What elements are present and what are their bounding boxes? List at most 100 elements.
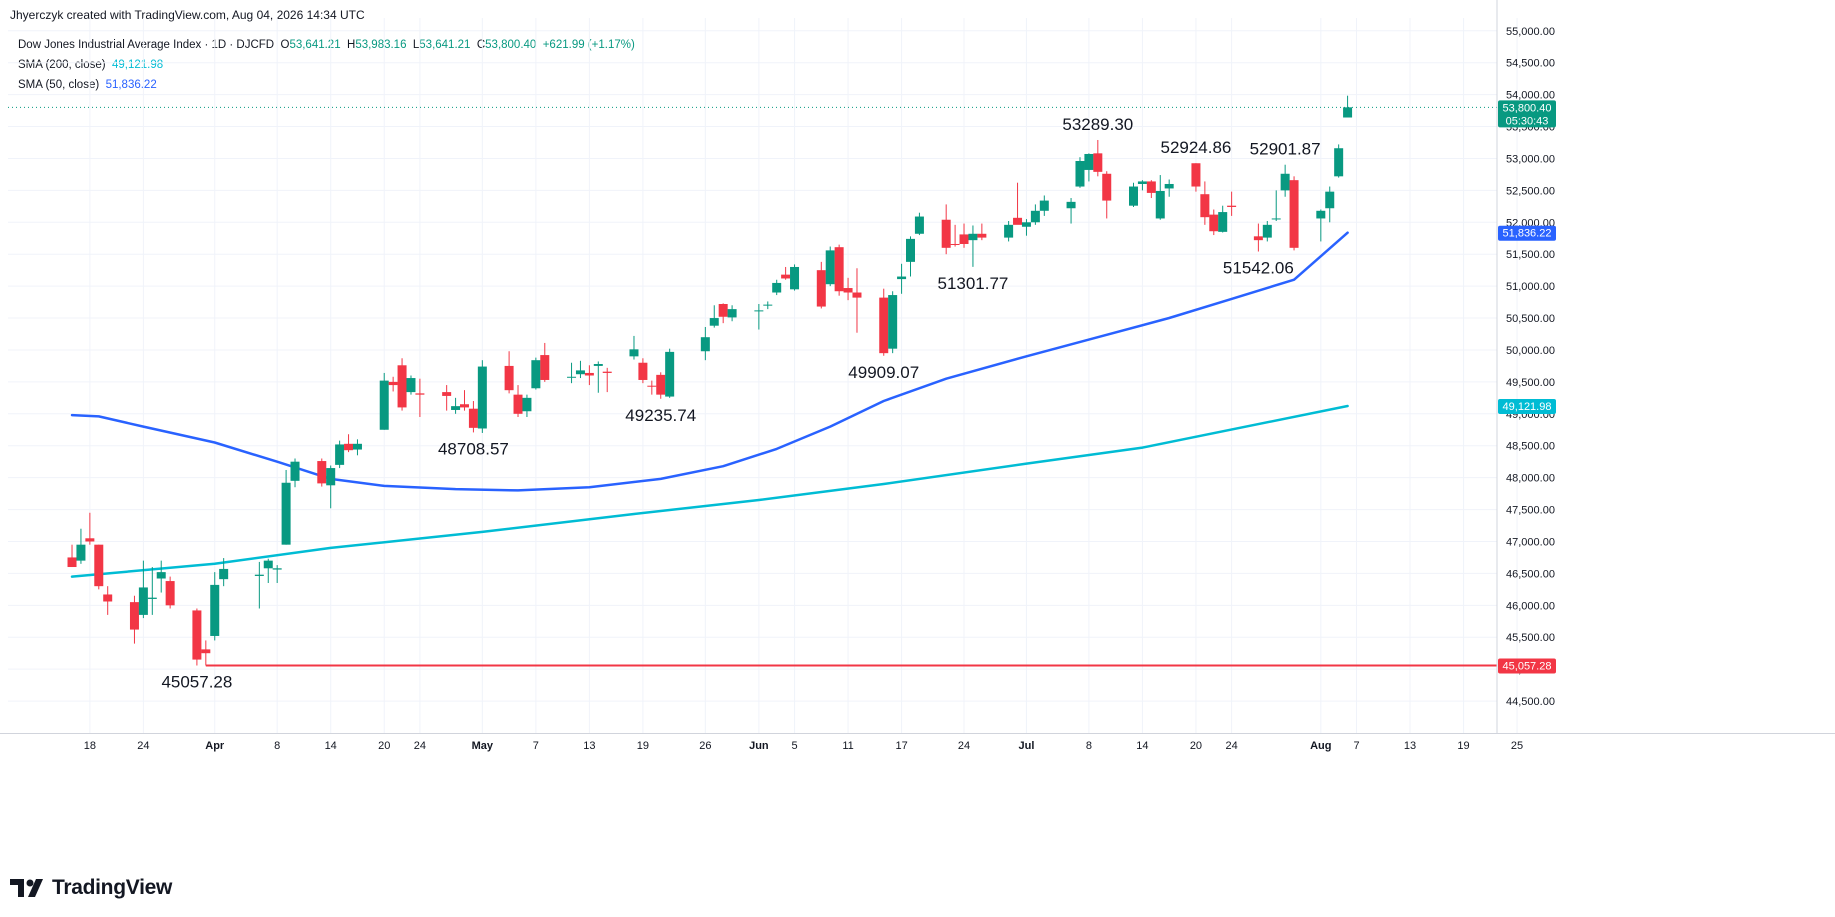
candle-up (629, 349, 639, 357)
candle-down (656, 374, 666, 395)
sma200-price-tag-text: 49,121.98 (1503, 401, 1552, 413)
x-tick-label: 5 (791, 740, 797, 752)
legend-close-label: C (476, 39, 486, 51)
y-tick-label: 51,500.00 (1506, 249, 1555, 261)
candle-up (1155, 191, 1165, 219)
sma200-price-tag: 49,121.98 (1498, 399, 1556, 415)
legend-sma200-value: 49,121.98 (111, 59, 164, 71)
candle-up (1280, 173, 1290, 191)
tradingview-logo-text: TradingView (52, 876, 173, 899)
legend-low-label: L (412, 39, 420, 51)
candle-up (772, 282, 782, 293)
x-tick-label: 7 (533, 740, 539, 752)
y-tick-label: 52,500.00 (1506, 185, 1555, 197)
candle-up (593, 364, 603, 366)
candle-down (415, 393, 425, 395)
candle-up (210, 584, 220, 636)
candle-up (272, 568, 282, 570)
candle-up (709, 318, 719, 326)
price-annotation: 51542.06 (1223, 259, 1294, 278)
candle-down (1200, 194, 1210, 218)
x-tick-label: 25 (1511, 740, 1523, 752)
candle-down (85, 538, 95, 542)
y-tick-label: 47,500.00 (1506, 505, 1555, 517)
candle-down (1289, 180, 1299, 248)
candle-up (1084, 153, 1094, 170)
x-tick-label: 13 (1404, 740, 1416, 752)
x-tick-label: 24 (958, 740, 970, 752)
x-tick-label: 13 (583, 740, 595, 752)
legend-open-value: 53,641.21 (289, 39, 341, 51)
candle-up (147, 597, 157, 599)
y-tick-label: 46,500.00 (1506, 568, 1555, 580)
y-tick-label: 45,500.00 (1506, 632, 1555, 644)
chart-legend: Dow Jones Industrial Average Index · 1D … (18, 35, 635, 95)
y-tick-label: 49,500.00 (1506, 377, 1555, 389)
candlestick-chart[interactable]: 45057.28 48708.57 49235.74 49909.07 51301.77… (0, 0, 1835, 870)
sma200-line (70, 404, 1349, 578)
y-tick-label: 47,000.00 (1506, 536, 1555, 548)
sma50-price-tag-text: 51,836.22 (1503, 228, 1552, 240)
x-tick-label: 14 (325, 740, 337, 752)
legend-sma200-label: SMA (200, close) (18, 59, 106, 71)
candle-down (397, 365, 407, 408)
candle-up (1075, 161, 1085, 187)
candle-up (754, 310, 764, 312)
axes: 44,500.0045,000.0045,500.0046,000.0046,5… (0, 0, 1835, 752)
candle-down (1209, 214, 1219, 232)
price-annotation: 48708.57 (438, 439, 509, 458)
legend-high-value: 53,983.16 (355, 39, 407, 51)
legend-sma50-value: 51,836.22 (105, 79, 157, 91)
y-tick-label: 50,500.00 (1506, 313, 1555, 325)
candle-down (977, 233, 987, 238)
x-tick-label: 26 (699, 740, 711, 752)
price-annotation: 49909.07 (848, 363, 919, 382)
legend-low-value: 53,641.21 (419, 39, 471, 51)
candle-up (477, 366, 487, 429)
x-tick-label: 17 (895, 740, 907, 752)
y-tick-label: 54,500.00 (1506, 58, 1555, 70)
candle-up (567, 376, 577, 378)
last-price-tag: 53,800.40 05:30:43 (1498, 100, 1556, 128)
candle-down (129, 602, 139, 630)
candle-up (1334, 148, 1344, 177)
x-tick-label: 19 (637, 740, 649, 752)
candle-down (852, 292, 862, 298)
candle-up (290, 461, 300, 481)
candle-down (1146, 181, 1156, 193)
legend-ohlc-row: Dow Jones Industrial Average Index · 1D … (18, 35, 635, 55)
candle-down (834, 247, 844, 292)
candle-down (843, 288, 853, 293)
x-tick-label: 8 (1086, 740, 1092, 752)
candle-up (1164, 183, 1174, 189)
candle-up (906, 238, 915, 262)
y-tick-label: 53,000.00 (1506, 153, 1555, 165)
x-tick-label: Jul (1019, 740, 1035, 752)
legend-open-label: O (280, 39, 290, 51)
tradingview-logo[interactable]: TradingView (10, 876, 172, 900)
candle-down (638, 362, 648, 380)
last-price-tag-text: 53,800.40 (1503, 102, 1552, 114)
candle-up (335, 444, 345, 465)
legend-sma50-label: SMA (50, close) (18, 79, 100, 91)
legend-symbol: Dow Jones Industrial Average Index · 1D … (18, 39, 275, 51)
candle-down (647, 385, 657, 387)
support-price-tag-bg (1498, 658, 1556, 674)
candle-up (763, 304, 773, 306)
candle-up (326, 468, 336, 486)
candle-up (1129, 186, 1138, 206)
candle-down (317, 461, 327, 484)
candle-down (1253, 236, 1263, 241)
price-annotation: 52901.87 (1250, 140, 1321, 159)
chart-credit: Jhyerczyk created with TradingView.com, … (10, 8, 365, 22)
x-tick-label: 7 (1353, 740, 1359, 752)
support-line-group (8, 106, 1497, 667)
x-tick-label: 19 (1457, 740, 1469, 752)
candle-up (352, 443, 362, 450)
candle-down (1013, 217, 1023, 225)
candle-up (451, 406, 461, 410)
legend-change-value: +621.99 (+1.17%) (542, 39, 635, 51)
candle-down (718, 304, 728, 317)
candle-up (968, 233, 978, 241)
price-annotation: 45057.28 (161, 673, 232, 692)
